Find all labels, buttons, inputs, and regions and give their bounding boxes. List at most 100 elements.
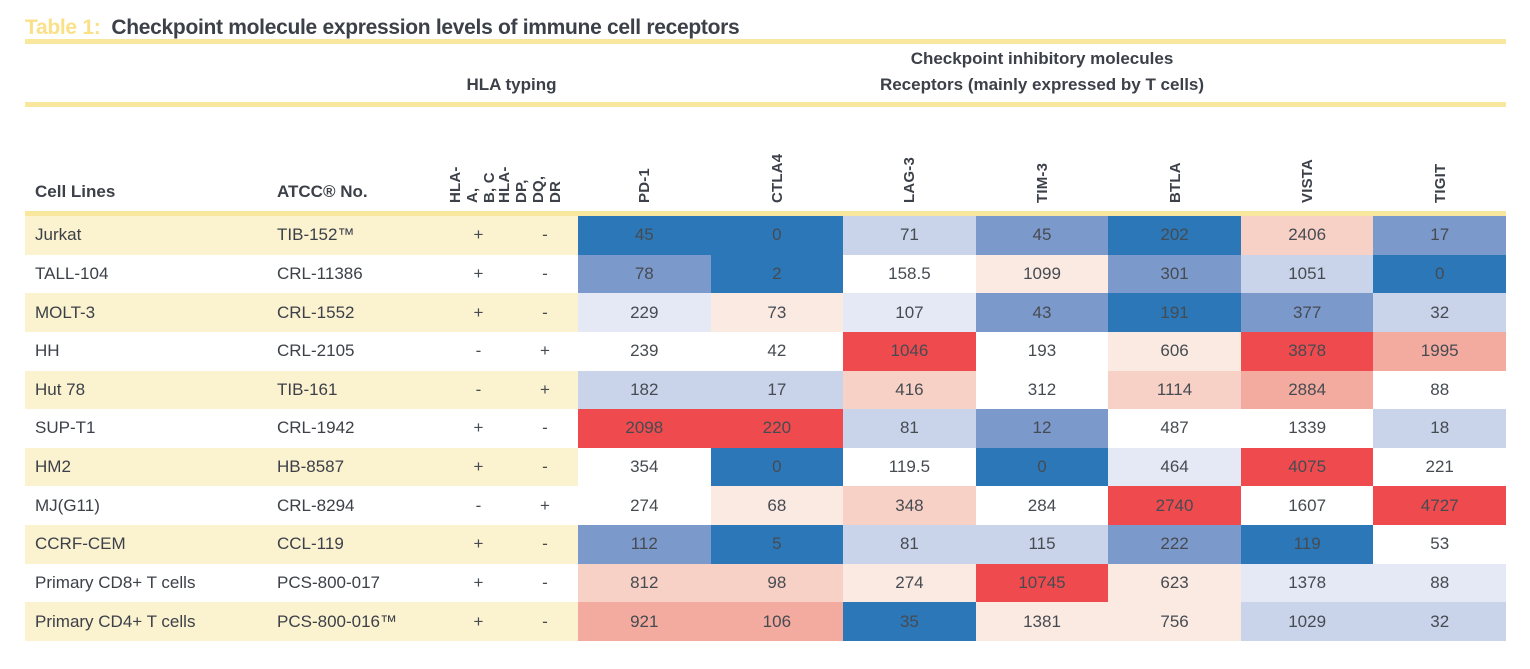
heat-cell: 73 [710,293,844,332]
cell-line-name: TALL-104 [35,263,109,283]
atcc-number: CRL-1552 [277,302,355,322]
atcc-number: PCS-800-017 [277,572,381,592]
table-row: MOLT-3 CRL-1552 + - 229 73 107 43 191 377 32 [25,293,1506,332]
divider-middle [25,102,1506,107]
column-header-pd-1: PD-1 [578,107,711,211]
atcc-number: PCS-800-016™ [277,611,398,631]
hla-dpdqdr-value: - [542,611,548,631]
heat-cell: 1051 [1240,254,1374,294]
heat-cell: 229 [578,293,711,332]
heat-cell: 377 [1240,293,1374,332]
heat-cell: 239 [578,331,711,371]
receptor-label: TIM-3 [1033,162,1051,203]
group-header-checkpoint-line1: Checkpoint inhibitory molecules [910,49,1174,68]
heat-cell: 88 [1373,370,1506,410]
group-header-hla-typing: HLA typing [466,75,557,94]
heat-cell: 43 [975,293,1109,332]
heat-cell: 202 [1108,216,1241,255]
heat-cell: 5 [710,525,844,564]
heat-cell: 1339 [1240,409,1374,448]
column-header-atcc-no: ATCC® No. [277,182,368,201]
heat-cell: 2098 [578,409,711,448]
heat-cell: 2884 [1240,370,1374,410]
heat-cell: 71 [843,216,976,255]
heat-cell: 32 [1373,293,1506,332]
hla-dpdqdr-value: + [540,495,550,515]
column-header-hla-dpdqdr-label: HLA-DP, DQ, DR [496,166,564,203]
receptor-label: CTLA4 [768,153,786,203]
heat-cell: 45 [975,216,1109,255]
table-row: TALL-104 CRL-11386 + - 78 2 158.5 1099 301 1051 0 [25,254,1506,294]
atcc-number: HB-8587 [277,457,345,477]
receptor-label: PD-1 [636,168,654,203]
heat-cell: 274 [843,563,976,603]
heat-cell: 221 [1373,447,1506,487]
heat-cell: 4727 [1373,486,1506,525]
atcc-number: TIB-161 [277,379,338,399]
heat-cell: 0 [710,447,844,487]
divider-header-bottom [25,211,1506,216]
heat-cell: 1381 [975,602,1109,641]
hla-abc-value: + [473,457,484,477]
hla-dpdqdr-value: - [542,302,548,322]
cell-line-name: MJ(G11) [35,495,100,515]
heat-cell: 301 [1108,254,1241,294]
heat-cell: 2 [710,254,844,294]
heat-cell: 274 [578,486,711,525]
cell-line-name: SUP-T1 [35,418,96,438]
hla-abc-value: - [475,495,482,515]
heat-cell: 45 [578,216,711,255]
heat-cell: 487 [1108,409,1241,448]
group-header-checkpoint-line2: Receptors (mainly expressed by T cells) [879,75,1205,94]
column-header-tigit: TIGIT [1373,107,1506,211]
group-header-row: HLA typing Checkpoint inhibitory molecul… [25,44,1506,102]
atcc-number: CRL-11386 [277,263,363,283]
hla-abc-value: + [473,418,484,438]
checkpoint-expression-table: Table 1: Checkpoint molecule expression … [25,16,1506,641]
atcc-number: CRL-1942 [277,418,355,438]
heat-cell: 12 [975,409,1109,448]
heat-cell: 17 [710,370,844,410]
receptor-label: VISTA [1299,158,1317,203]
heat-cell: 182 [578,370,711,410]
table-row: MJ(G11) CRL-8294 - +274 68 348 284 2740 1607 4727 [25,486,1506,525]
heat-cell: 78 [578,254,711,294]
table-title: Checkpoint molecule expression levels of… [111,16,740,39]
heat-cell: 119.5 [843,447,976,487]
heat-cell: 193 [975,331,1109,371]
divider-top [25,39,1506,44]
heat-cell: 10745 [975,563,1109,603]
cell-line-name: HM2 [35,457,71,477]
hla-dpdqdr-value: - [542,534,548,554]
heat-cell: 88 [1373,563,1506,603]
receptor-label: BTLA [1166,162,1184,203]
heat-cell: 53 [1373,525,1506,564]
column-header-btla: BTLA [1108,107,1241,211]
column-header-ctla4: CTLA4 [711,107,844,211]
heat-cell: 107 [843,293,976,332]
table-row: Primary CD4+ T cells PCS-800-016™ + - 921 106… [25,602,1506,641]
atcc-number: CRL-8294 [277,495,355,515]
table-row: SUP-T1 CRL-1942 + - 2098 220 81 12 487 1339 18 [25,409,1506,448]
hla-dpdqdr-value: - [542,572,548,592]
table-body: Jurkat TIB-152™ + -45 0 71 45 202 2406 17 TALL-104… [25,216,1506,641]
cell-line-name: Jurkat [35,225,82,245]
heat-cell: 119 [1240,525,1374,564]
group-header-checkpoint: Checkpoint inhibitory molecules Receptor… [578,46,1506,102]
hla-dpdqdr-value: - [542,418,548,438]
heat-cell: 3878 [1240,331,1374,371]
cell-line-name: CCRF-CEM [35,534,126,554]
table-row: Primary CD8+ T cells PCS-800-017 + - 812 98 27… [25,563,1506,603]
column-header-lag-3: LAG-3 [843,107,976,211]
heat-cell: 222 [1108,525,1241,564]
cell-line-name: Hut 78 [35,379,86,399]
atcc-number: CRL-2105 [277,341,355,361]
heat-cell: 1046 [843,331,976,371]
column-header-row: Cell Lines ATCC® No. HLA-A, B, C HLA-DP, … [25,107,1506,211]
heat-cell: 112 [578,525,711,564]
heat-cell: 32 [1373,602,1506,641]
heat-cell: 2740 [1108,486,1241,525]
heat-cell: 1029 [1240,602,1374,641]
column-header-tim-3: TIM-3 [976,107,1109,211]
heat-cell: 812 [578,563,711,603]
